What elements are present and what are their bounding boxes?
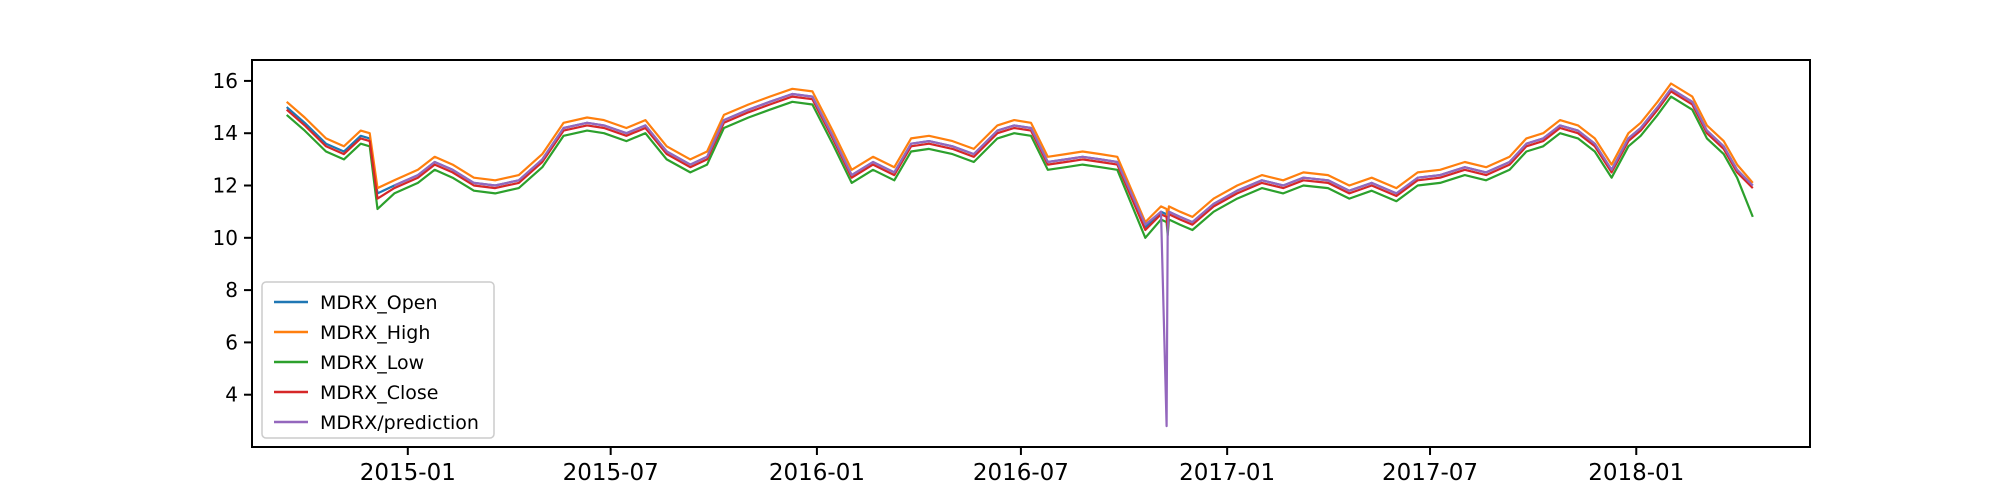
legend-box [261,281,495,439]
x-tick-label: 2015-01 [360,460,456,486]
legend-label: MDRX_Close [320,382,439,404]
x-tick-label: 2017-01 [1179,460,1275,486]
x-tick-label: 2015-07 [563,460,659,486]
y-tick-label: 12 [213,174,238,198]
series-line-mdrx-close [285,90,1754,232]
y-tick-label: 16 [213,69,238,93]
y-tick-label: 6 [225,330,238,354]
legend-label: MDRX_High [320,322,430,344]
plot-area [251,59,1811,448]
x-tick-label: 2016-07 [973,460,1069,486]
plot-frame [251,59,1811,448]
y-tick-label: 10 [213,226,238,250]
series-line-mdrx-low [285,95,1754,239]
legend-label: MDRX/prediction [320,412,479,434]
legend-label: MDRX_Open [320,292,438,314]
legend: MDRX_Open MDRX_High MDRX_Low MDRX_Close MDRX… [261,281,495,439]
series-line-mdrx-prediction [393,87,1754,428]
y-tick-label: 14 [213,121,238,145]
y-tick-label: 8 [225,278,238,302]
axis-ticks: 4 6 8 10 12 14 16 2015-01 2015-07 2016-01 2016-07 2… [213,69,1685,486]
series-line-mdrx-high [285,82,1754,224]
y-tick-label: 4 [225,383,238,407]
x-tick-label: 2016-01 [769,460,865,486]
x-tick-label: 2018-01 [1588,460,1684,486]
legend-label: MDRX_Low [320,352,424,374]
series-line-mdrx-open [285,87,1754,229]
x-tick-label: 2017-07 [1382,460,1478,486]
